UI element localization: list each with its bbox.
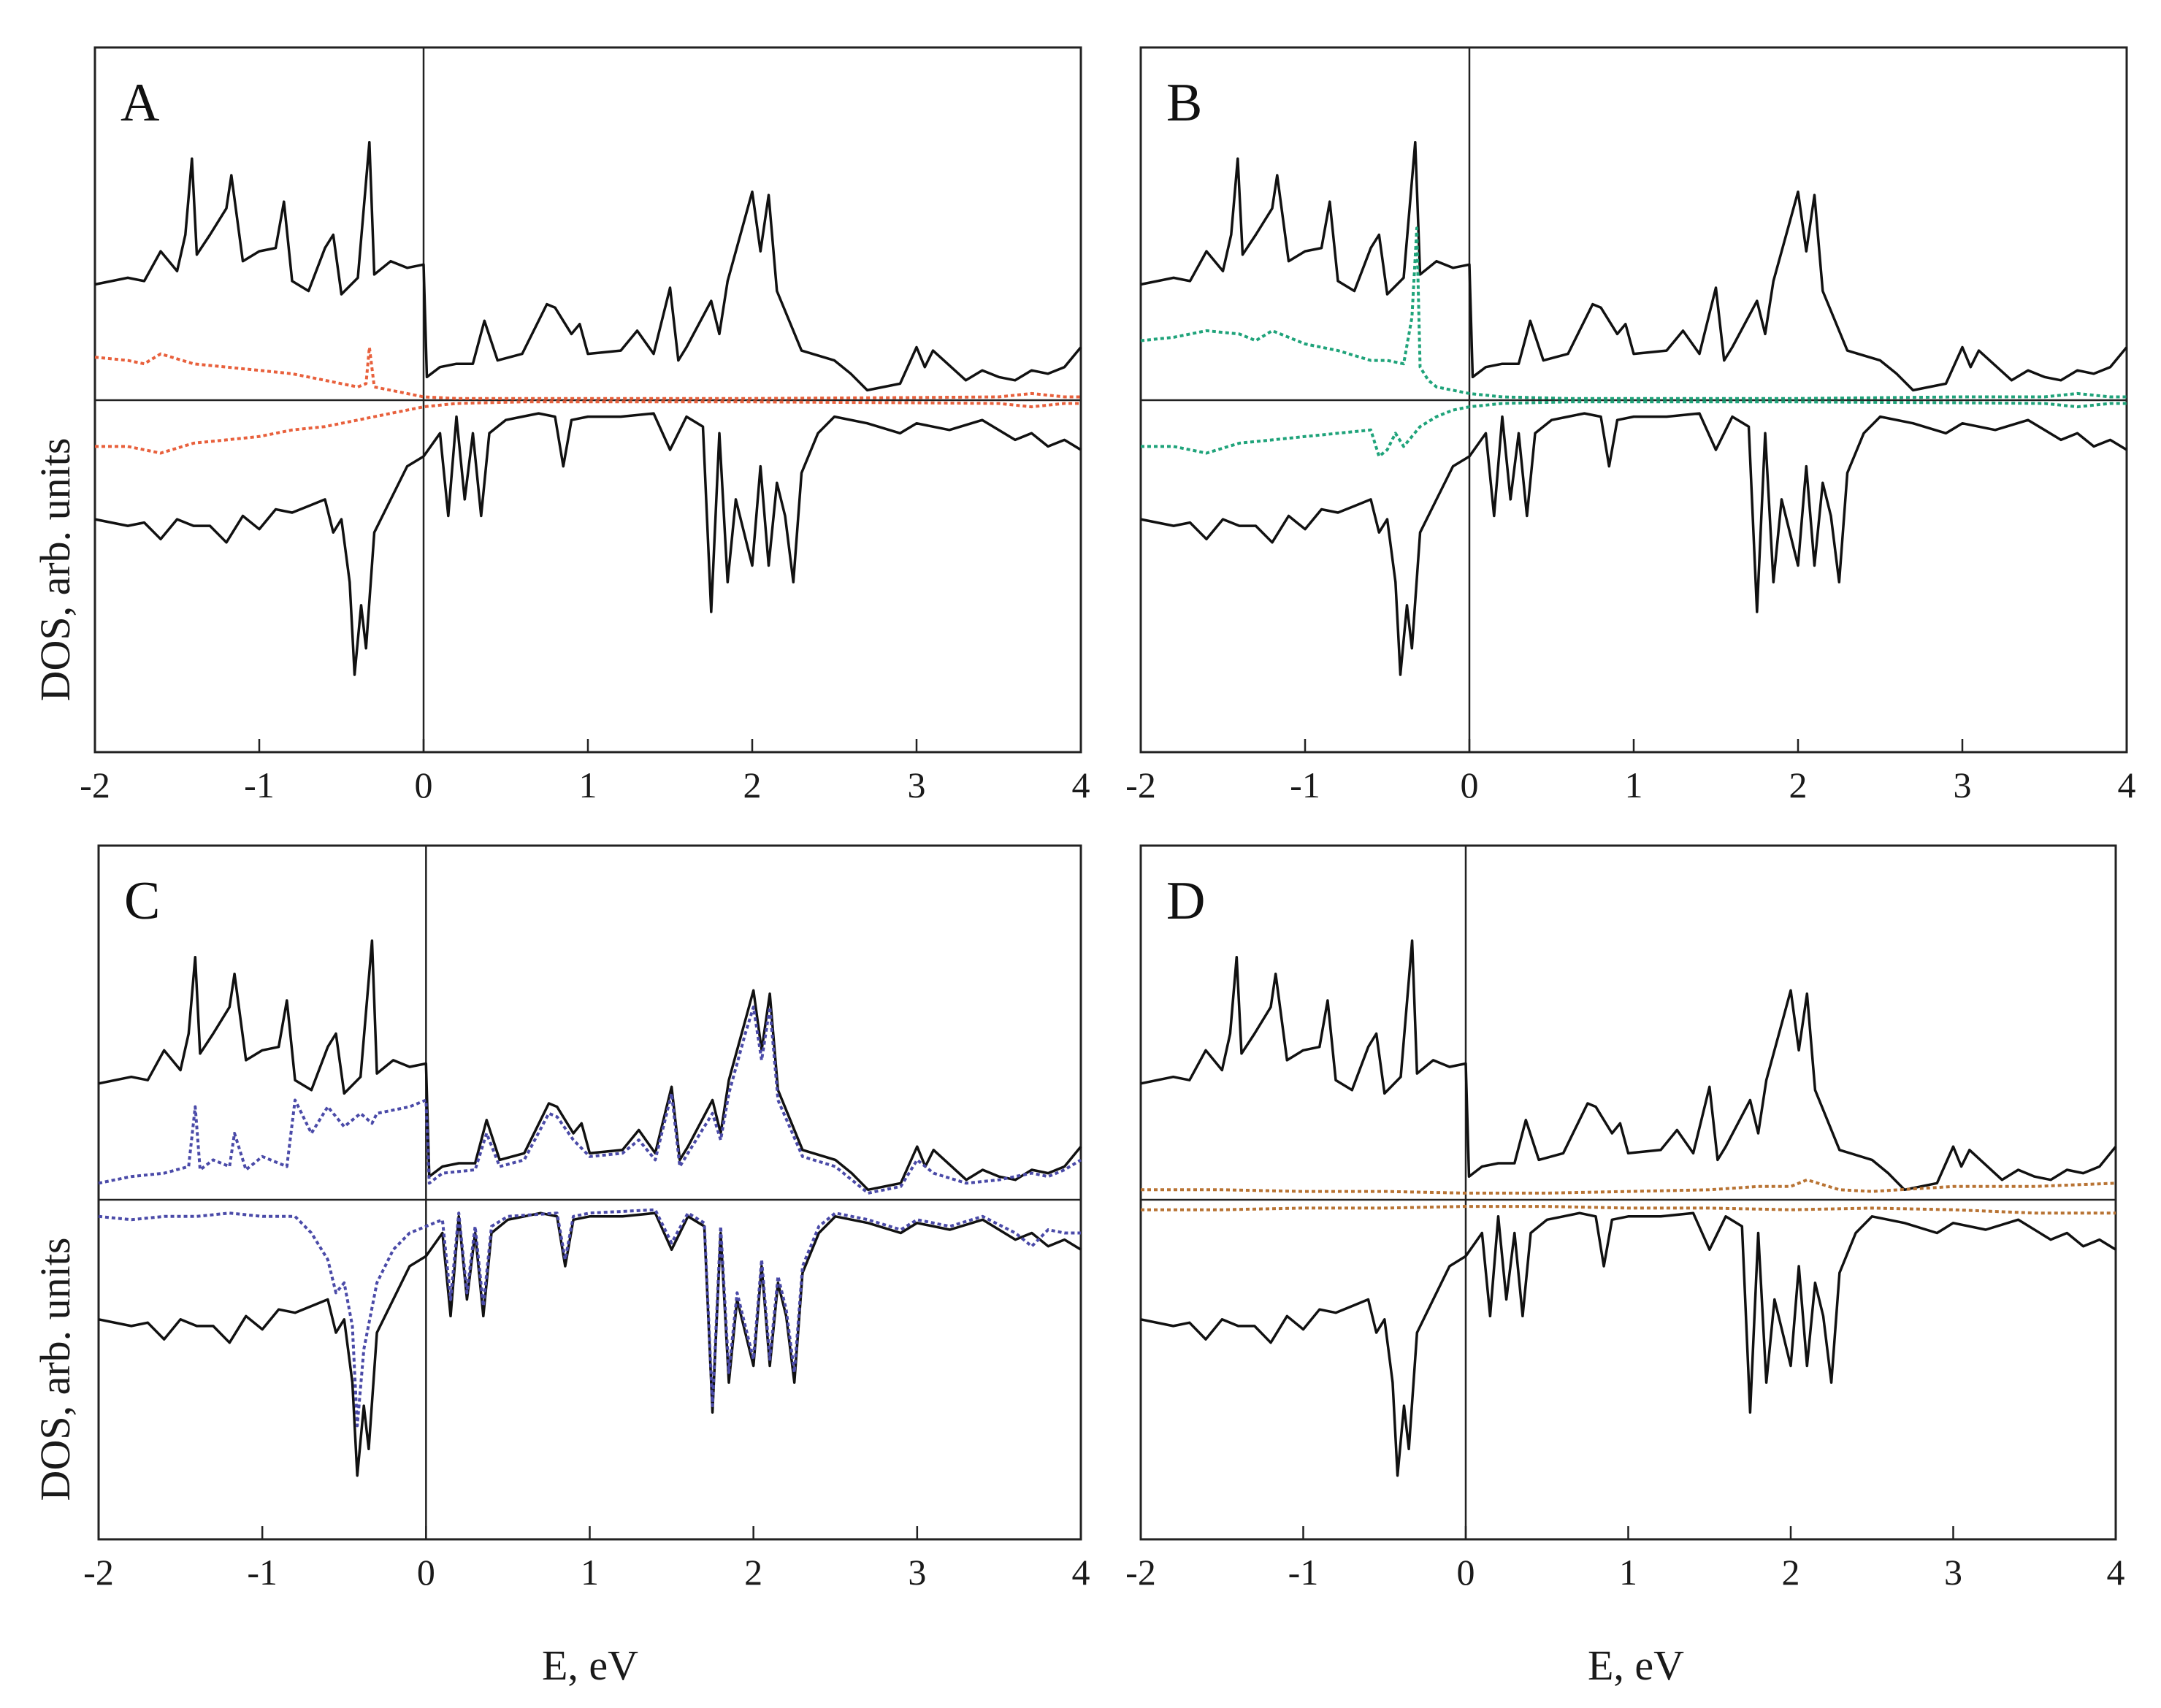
x-tick-label: 2: [744, 1552, 762, 1593]
series-total-spin-up: [98, 939, 1082, 1192]
panel-label: D: [1166, 871, 1205, 931]
x-tick-label: 0: [417, 1552, 435, 1593]
x-tick-label: -1: [247, 1552, 278, 1593]
x-tick-label: 0: [1461, 765, 1479, 805]
x-tick-label: 1: [581, 1552, 599, 1593]
y-axis-title-bottom: DOS, arb. units: [31, 1238, 79, 1501]
x-tick-label: 1: [1619, 1552, 1637, 1593]
x-tick-label: 2: [1782, 1552, 1800, 1593]
series-partial-spin-down: [1141, 1205, 2116, 1215]
panel-label: A: [121, 73, 159, 133]
series-total-spin-up: [1140, 140, 2128, 392]
panel-a: -2 -1 0 1 2 3 4 A: [80, 46, 1090, 805]
series-partial-spin-up: [98, 1006, 1082, 1195]
x-tick-label: 3: [1954, 765, 1972, 805]
x-tick-label: -1: [1288, 1552, 1319, 1593]
series-partial-spin-down: [98, 1208, 1081, 1428]
series-total-spin-up: [94, 140, 1082, 392]
series-partial-spin-up: [1141, 1178, 2116, 1195]
x-tick-label: 3: [1944, 1552, 1962, 1593]
x-tick-label: 1: [579, 765, 597, 805]
x-tick-label: -2: [1125, 1552, 1156, 1593]
x-tick-label: -1: [244, 765, 275, 805]
series-total-spin-down: [98, 1211, 1082, 1477]
x-tick-label: 0: [415, 765, 433, 805]
series-partial-spin-down: [1141, 400, 2127, 458]
x-tick-label: 0: [1457, 1552, 1475, 1593]
series-total-spin-down: [1140, 1211, 2116, 1477]
series-total-spin-down: [1140, 412, 2127, 676]
x-tick-label: 4: [1072, 1552, 1090, 1593]
x-axis-title-right: E, eV: [1588, 1642, 1684, 1689]
panel-label: B: [1166, 73, 1202, 133]
x-tick-label: 4: [2118, 765, 2136, 805]
x-tick-label: -2: [1125, 765, 1156, 805]
y-axis-title-top: DOS, arb. units: [31, 438, 79, 702]
x-tick-label: 2: [1789, 765, 1808, 805]
series-partial-spin-down: [95, 400, 1081, 455]
panel-b: -2 -1 0 1 2 3 4 B: [1125, 46, 2136, 805]
x-tick-label: -1: [1290, 765, 1320, 805]
series-total-spin-down: [94, 412, 1082, 676]
x-tick-label: 2: [743, 765, 762, 805]
x-tick-label: -2: [80, 765, 110, 805]
plot-frame-c: [97, 844, 1082, 1541]
series-partial-spin-up: [94, 345, 1081, 400]
x-tick-label: 1: [1625, 765, 1643, 805]
panel-label: C: [124, 871, 160, 931]
x-tick-label: 4: [1072, 765, 1090, 805]
x-axis-title-left: E, eV: [542, 1642, 638, 1689]
series-partial-spin-up: [1140, 226, 2127, 400]
x-tick-label: 3: [908, 1552, 926, 1593]
panel-d: -2 -1 0 1 2 3 4 D: [1125, 844, 2125, 1593]
x-tick-label: 4: [2107, 1552, 2125, 1593]
panel-c: -2 -1 0 1 2 3 4 C: [83, 844, 1090, 1593]
series-total-spin-up: [1140, 939, 2117, 1192]
x-tick-label: 3: [908, 765, 926, 805]
x-tick-label: -2: [83, 1552, 114, 1593]
